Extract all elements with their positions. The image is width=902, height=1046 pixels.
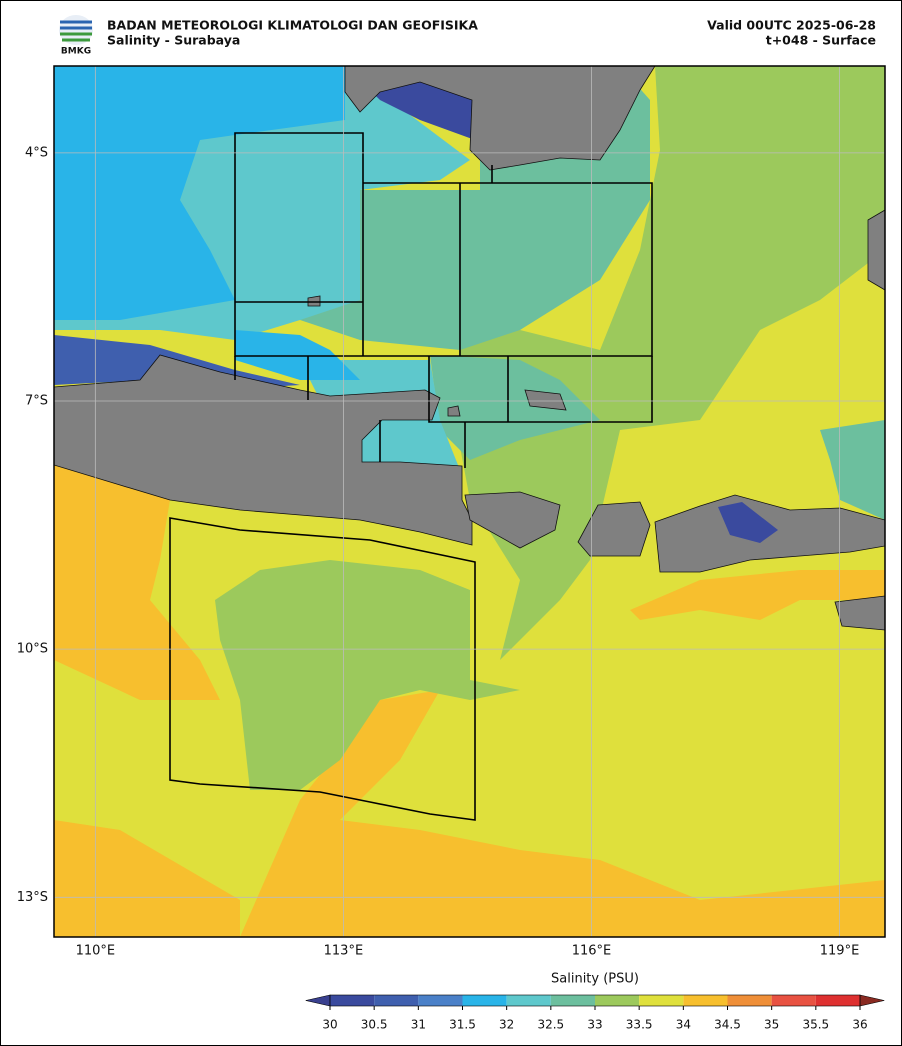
colorbar-segment — [595, 995, 640, 1006]
subtitle: Salinity - Surabaya — [107, 33, 240, 48]
colorbar-segment — [506, 995, 551, 1006]
colorbar-segment — [462, 995, 507, 1006]
colorbar-tick-label: 34 — [676, 1018, 691, 1032]
colorbar-segment — [550, 995, 595, 1006]
colorbar-tick-label: 35 — [764, 1018, 779, 1032]
colorbar-tick-label: 32.5 — [537, 1018, 564, 1032]
colorbar-tick-label: 31.5 — [449, 1018, 476, 1032]
org-title: BADAN METEOROLOGI KLIMATOLOGI DAN GEOFIS… — [107, 18, 478, 33]
colorbar-segment — [418, 995, 463, 1006]
map-border — [53, 65, 886, 938]
colorbar-tick-label: 33 — [587, 1018, 602, 1032]
lat-tick-label: 13°S — [17, 890, 48, 905]
colorbar-segment — [815, 995, 860, 1006]
colorbar-segment — [330, 995, 375, 1006]
land — [54, 66, 885, 631]
lon-tick-label: 110°E — [76, 944, 116, 959]
lon-tick-label: 116°E — [572, 944, 612, 959]
logo-text: BMKG — [61, 47, 91, 57]
lat-tick-label: 10°S — [17, 642, 48, 657]
colorbar-segment — [683, 995, 728, 1006]
colorbar-segment — [771, 995, 816, 1006]
logo — [59, 15, 93, 45]
colorbar-tick-label: 34.5 — [714, 1018, 741, 1032]
colorbar-tick-label: 30 — [322, 1018, 337, 1032]
forecast-step: t+048 - Surface — [766, 33, 876, 48]
colorbar-tick-label: 33.5 — [626, 1018, 653, 1032]
colorbar-segment — [727, 995, 772, 1006]
lon-tick-label: 119°E — [820, 944, 860, 959]
colorbar-tick-label: 35.5 — [802, 1018, 829, 1032]
graticule — [54, 66, 885, 937]
lon-tick-label: 113°E — [324, 944, 364, 959]
colorbar-tick-label: 31 — [411, 1018, 426, 1032]
colorbar-tick-label: 36 — [852, 1018, 867, 1032]
colorbar-tick-label: 32 — [499, 1018, 514, 1032]
lat-tick-label: 7°S — [25, 394, 48, 409]
valid-time: Valid 00UTC 2025-06-28 — [707, 18, 876, 33]
colorbar-segment — [374, 995, 419, 1006]
colorbar-label: Salinity (PSU) — [551, 972, 639, 987]
colorbar-segment — [639, 995, 684, 1006]
area-boxes — [169, 132, 653, 821]
lat-tick-label: 4°S — [25, 145, 48, 160]
colorbar-tick-label: 30.5 — [361, 1018, 388, 1032]
colorbar: 30 30.5 31 31.5 32 32.5 33 33.5 34 34.5 35 35.5 36 — [305, 994, 885, 1032]
